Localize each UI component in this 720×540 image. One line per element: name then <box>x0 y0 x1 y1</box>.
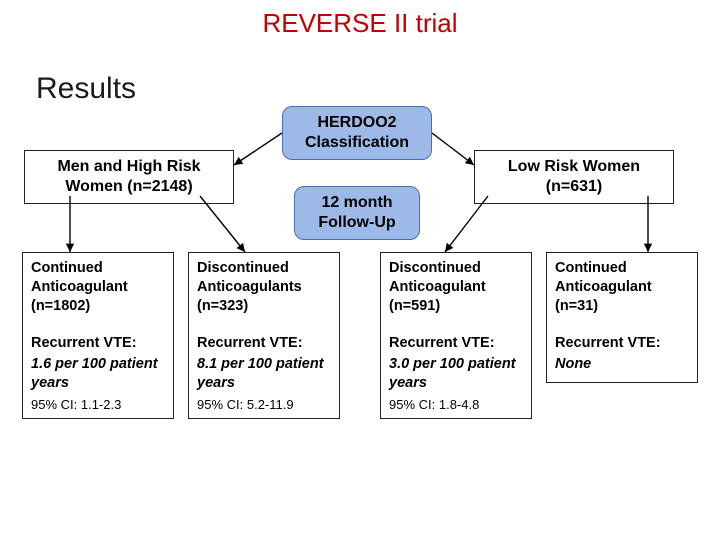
outcome-1-vte-label: Recurrent VTE: <box>31 334 165 353</box>
page-title: REVERSE II trial <box>0 8 720 39</box>
outcome-2-label: Discontinued Anticoagulants (n=323) <box>197 259 331 316</box>
outcome-4-label: Continued Anticoagulant (n=31) <box>555 259 689 316</box>
outcome-box-3: Discontinued Anticoagulant (n=591) Recur… <box>380 252 532 419</box>
outcome-box-2: Discontinued Anticoagulants (n=323) Recu… <box>188 252 340 419</box>
outcome-4-vte-label: Recurrent VTE: <box>555 334 689 353</box>
outcome-4-value: None <box>555 355 689 374</box>
outcome-box-1: Continued Anticoagulant (n=1802) Recurre… <box>22 252 174 419</box>
arm-high-risk-box: Men and High Risk Women (n=2148) <box>24 150 234 204</box>
outcome-1-label: Continued Anticoagulant (n=1802) <box>31 259 165 316</box>
arm-low-risk-box: Low Risk Women (n=631) <box>474 150 674 204</box>
outcome-box-4: Continued Anticoagulant (n=31) Recurrent… <box>546 252 698 383</box>
outcome-2-ci: 95% CI: 5.2-11.9 <box>197 397 331 414</box>
followup-box: 12 month Follow-Up <box>294 186 420 240</box>
outcome-2-value: 8.1 per 100 patient years <box>197 355 331 393</box>
outcome-3-vte-label: Recurrent VTE: <box>389 334 523 353</box>
outcome-3-value: 3.0 per 100 patient years <box>389 355 523 393</box>
outcome-1-value: 1.6 per 100 patient years <box>31 355 165 393</box>
outcome-2-vte-label: Recurrent VTE: <box>197 334 331 353</box>
results-heading: Results <box>36 72 136 106</box>
herdoo2-classification-box: HERDOO2 Classification <box>282 106 432 160</box>
outcome-3-label: Discontinued Anticoagulant (n=591) <box>389 259 523 316</box>
outcome-3-ci: 95% CI: 1.8-4.8 <box>389 397 523 414</box>
outcome-1-ci: 95% CI: 1.1-2.3 <box>31 397 165 414</box>
